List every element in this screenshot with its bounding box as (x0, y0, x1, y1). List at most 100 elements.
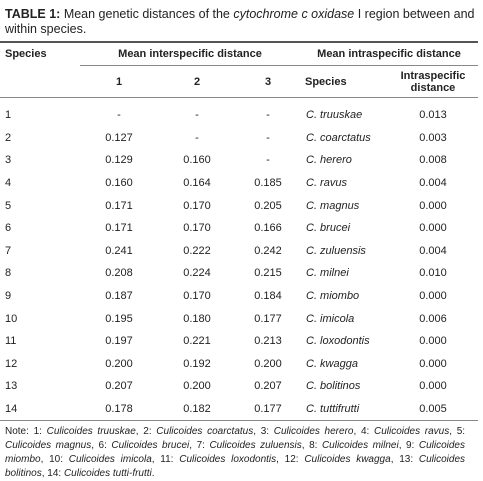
table-cell: 0.000 (419, 357, 447, 370)
table-cell: 0.177 (254, 312, 282, 325)
table-cell: 0.170 (183, 222, 211, 235)
table-caption: TABLE 1: Mean genetic distances of the c… (5, 7, 477, 37)
table-row: 4 0.160 0.164 0.185 C. ravus 0.004 (0, 172, 478, 195)
table-row: 8 0.208 0.224 0.215 C. milnei 0.010 (0, 262, 478, 285)
table-cell: 6 (5, 222, 12, 235)
species-cell: C. tuttifrutti (306, 403, 360, 416)
note-number: 2: (143, 426, 152, 437)
species-cell: C. miombo (306, 290, 360, 303)
table-cell: 0.164 (183, 177, 211, 190)
header-cell: Mean intraspecific distance (300, 42, 478, 66)
species-cell: C. coarctatus (306, 131, 371, 144)
table-row: 9 0.187 0.170 0.184 C. miombo 0.000 (0, 285, 478, 308)
table-cell: 0.170 (183, 290, 211, 303)
note-species: Culicoides truuskae (46, 426, 136, 437)
caption-text: Mean genetic distances of the (63, 7, 234, 21)
note-label: Note: (5, 426, 29, 437)
note-number: 4: (360, 426, 370, 437)
table-row: 7 0.241 0.222 0.242 C. zuluensis 0.004 (0, 240, 478, 263)
table-row: 12 0.200 0.192 0.200 C. kwagga 0.000 (0, 353, 478, 376)
note-separator: , (301, 440, 305, 451)
table-cell: 0.171 (105, 222, 133, 235)
header-cell (0, 65, 80, 98)
table-cell: - (117, 109, 121, 122)
note-species: Culicoides tutti-frutti (63, 468, 152, 479)
header-cell: Intraspecific distance (388, 65, 478, 98)
table-cell: 0.180 (183, 312, 211, 325)
table-cell: 0.242 (254, 244, 282, 257)
table-cell: 0.129 (105, 154, 133, 167)
table-cell: 0.160 (183, 154, 211, 167)
table-cell: 0.241 (105, 244, 133, 257)
caption-label: TABLE 1: (5, 7, 61, 21)
table-row: 5 0.171 0.170 0.205 C. magnus 0.000 (0, 194, 478, 217)
note-number: 5: (456, 426, 466, 437)
note-separator: , (353, 426, 357, 437)
table-cell: 0.184 (254, 290, 282, 303)
note-separator: , (41, 468, 45, 479)
table-cell: 0.000 (419, 199, 447, 212)
note-species: Culicoides herero (273, 426, 354, 437)
table-cell: 0.160 (105, 177, 133, 190)
table-cell: 0.187 (105, 290, 133, 303)
note-number: 14: (47, 468, 62, 479)
table-cell: 0.182 (183, 403, 211, 416)
header-cell: Species (5, 48, 47, 61)
note-separator: , (398, 440, 402, 451)
species-cell: C. milnei (306, 267, 349, 280)
note-number: 3: (260, 426, 270, 437)
table-cell: 0.200 (254, 357, 282, 370)
header-cell: 3 (236, 65, 300, 98)
note-species: Culicoides milnei (321, 440, 399, 451)
table-cell: 14 (5, 403, 18, 416)
table-cell: 0.008 (419, 154, 447, 167)
table-cell: - (266, 154, 270, 167)
data-table: Species Mean interspecific distance Mean… (0, 41, 478, 422)
table-cell: 0.178 (105, 403, 133, 416)
table-cell: 0.208 (105, 267, 133, 280)
table-cell: 12 (5, 357, 18, 370)
note-separator: , (91, 440, 95, 451)
species-cell: C. magnus (306, 199, 360, 212)
table-row: 11 0.197 0.221 0.213 C. loxodontis 0.000 (0, 330, 478, 353)
table-cell: 0.221 (183, 335, 211, 348)
table-cell: 0.197 (105, 335, 133, 348)
table-cell: - (266, 109, 270, 122)
note-separator: , (189, 440, 193, 451)
table-cell: 0.195 (105, 312, 133, 325)
table-cell: 0.215 (254, 267, 282, 280)
table-cell: 0.166 (254, 222, 282, 235)
table-cell: 0.222 (183, 244, 211, 257)
table-cell: 0.171 (105, 199, 133, 212)
table-cell: 0.207 (254, 380, 282, 393)
note-separator: , (253, 426, 257, 437)
note-species: Culicoides ravus (373, 426, 450, 437)
table-row: 10 0.195 0.180 0.177 C. imicola 0.006 (0, 307, 478, 330)
header-cell: Mean interspecific distance (80, 42, 300, 66)
table-cell: 0.000 (419, 290, 447, 303)
note-species: Culicoides coarctatus (156, 426, 254, 437)
species-cell: C. truuskae (306, 109, 363, 122)
table-cell: 0.224 (183, 267, 211, 280)
table-row: 3 0.129 0.160 - C. herero 0.008 (0, 149, 478, 172)
table-cell: 0.127 (105, 131, 133, 144)
table-cell: 4 (5, 177, 12, 190)
species-cell: C. herero (306, 154, 352, 167)
table-cell: 0.207 (105, 380, 133, 393)
species-cell: C. bolitinos (306, 380, 361, 393)
table-cell: 0.000 (419, 335, 447, 348)
header-cell: Species (300, 65, 388, 98)
caption-italic: cytochrome c oxidase (233, 7, 355, 21)
table-cell: 0.003 (419, 131, 447, 144)
note-species: Culicoides magnus (5, 440, 92, 451)
header-cell: 2 (158, 65, 236, 98)
table-cell: 0.005 (419, 403, 447, 416)
table-cell: 7 (5, 244, 12, 257)
species-cell: C. zuluensis (306, 244, 366, 257)
table-cell: 11 (5, 335, 17, 348)
table-cell: 0.200 (183, 380, 211, 393)
note-number: 8: (309, 440, 318, 451)
table-cell: 0.213 (254, 335, 282, 348)
note-separator: . (151, 468, 155, 479)
table-cell: 5 (5, 199, 12, 212)
